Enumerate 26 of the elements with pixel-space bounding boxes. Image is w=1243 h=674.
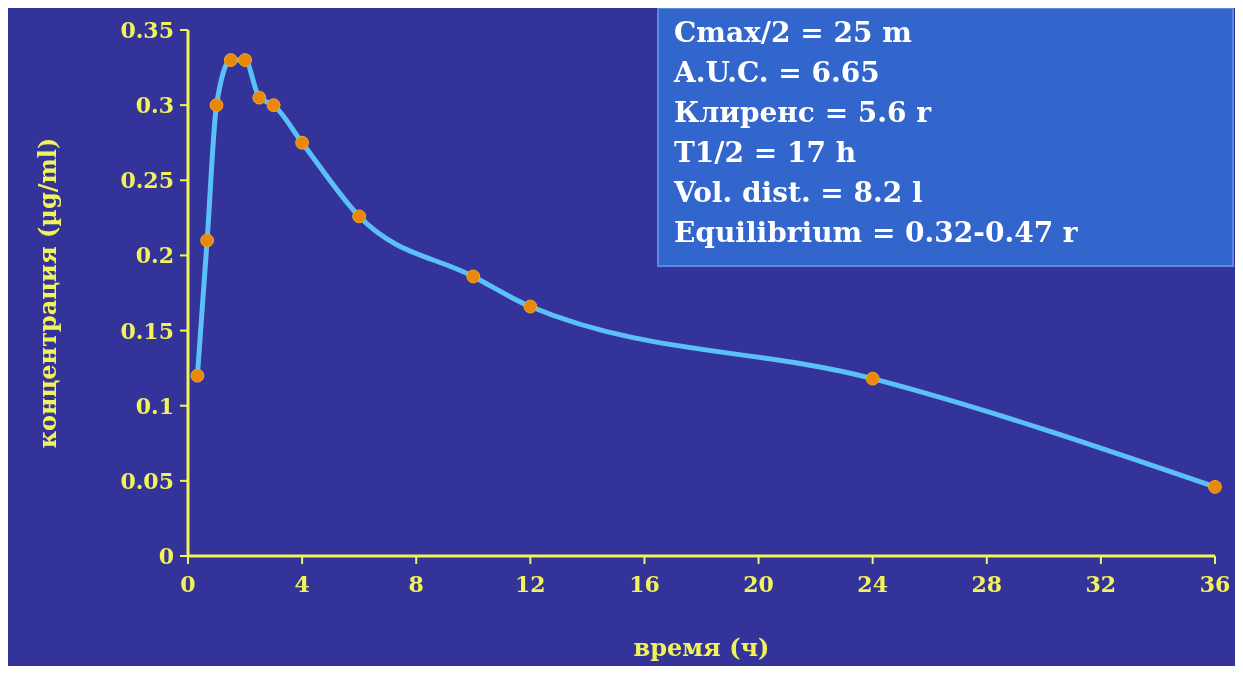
x-tick-label: 12 — [515, 571, 546, 597]
annotation: Клиренс = 5.6 r — [674, 96, 933, 129]
y-axis-title: концентрация (µg/ml) — [33, 137, 62, 449]
x-tick-label: 32 — [1085, 571, 1117, 597]
x-tick-label: 28 — [971, 571, 1003, 597]
annotation: Cmax/2 = 25 m — [674, 16, 912, 49]
y-tick-label: 0.35 — [120, 17, 174, 43]
y-tick-label: 0.05 — [120, 467, 174, 494]
y-tick-label: 0 — [158, 543, 174, 569]
y-tick-label: 0.25 — [120, 167, 174, 194]
annotation: Equilibrium = 0.32-0.47 r — [674, 216, 1079, 249]
x-tick-label: 4 — [294, 571, 310, 597]
annotation: Vol. dist. = 8.2 l — [673, 176, 923, 209]
y-tick-label: 0.15 — [120, 317, 174, 344]
annotation: A.U.C. = 6.65 — [673, 56, 880, 89]
y-tick-label: 0.1 — [135, 392, 174, 419]
x-tick-label: 16 — [629, 571, 660, 597]
annotation: T1/2 = 17 h — [674, 136, 857, 169]
x-tick-label: 0 — [180, 571, 196, 597]
y-tick-label: 0.2 — [135, 242, 174, 269]
x-tick-label: 36 — [1199, 571, 1231, 597]
y-tick-label: 0.3 — [135, 92, 174, 119]
x-tick-label: 8 — [408, 571, 424, 597]
x-axis-title: время (ч) — [633, 633, 770, 662]
x-tick-label: 20 — [743, 571, 774, 597]
x-tick-label: 24 — [857, 571, 888, 597]
